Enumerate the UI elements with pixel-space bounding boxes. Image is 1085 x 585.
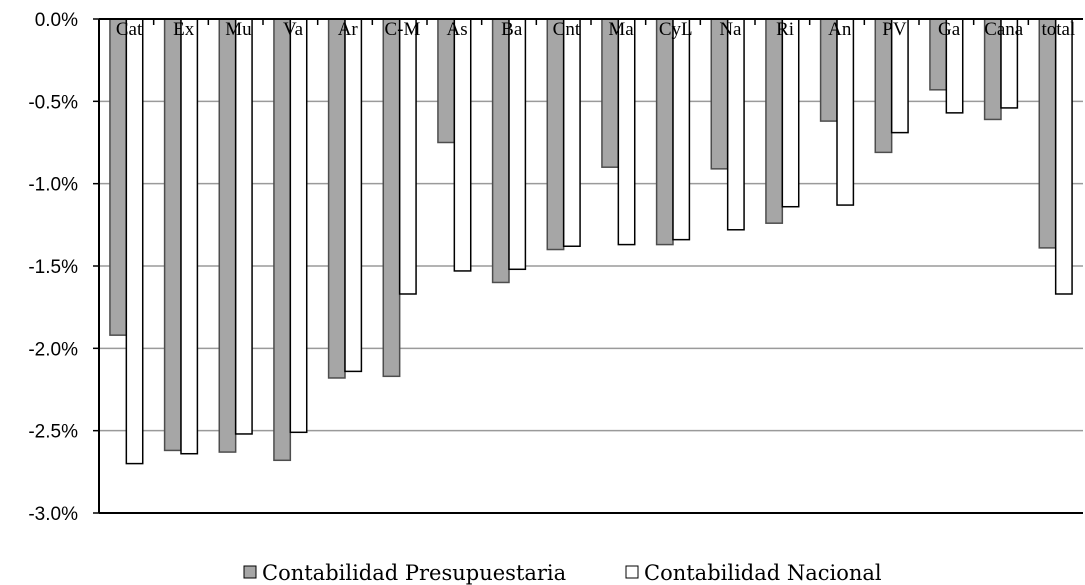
legend-label-nacional: Contabilidad Nacional [644, 561, 882, 585]
bar-nacional [672, 18, 691, 241]
bars [109, 18, 1073, 465]
bar-presupuestaria [273, 18, 292, 462]
y-tick-label: -1.0% [28, 175, 78, 196]
category-label: Ar [338, 19, 359, 40]
category-label: Va [283, 19, 304, 40]
legend-swatch-presupuestaria [243, 565, 257, 579]
category-label: Cat [116, 19, 143, 40]
bar-presupuestaria [546, 18, 565, 251]
axes [93, 18, 1083, 514]
category-label: As [447, 19, 468, 40]
bar-presupuestaria [218, 18, 237, 453]
category-label: C-M [384, 19, 420, 40]
y-tick-label: 0.0% [35, 10, 78, 31]
bar-presupuestaria [163, 18, 182, 452]
legend-swatch-nacional [625, 565, 639, 579]
legend: Contabilidad Presupuestaria Contabilidad… [243, 561, 882, 585]
bar-nacional [562, 18, 581, 247]
y-tick-label: -2.0% [28, 339, 78, 360]
category-label: PV [882, 19, 907, 40]
bar-nacional [1054, 18, 1073, 295]
bar-nacional [234, 18, 253, 435]
bar-nacional [836, 18, 855, 206]
y-tick-label: -0.5% [28, 92, 78, 113]
bar-nacional [180, 18, 199, 455]
y-tick-labels: 0.0% -0.5% -1.0% -1.5% -2.0% -2.5% -3.0% [28, 10, 78, 525]
bar-presupuestaria [1038, 18, 1057, 249]
bar-nacional [289, 18, 308, 434]
bar-nacional [781, 18, 800, 208]
category-label: An [828, 19, 852, 40]
category-label: Mu [225, 19, 252, 40]
bar-nacional [617, 18, 636, 246]
category-label: Ba [501, 19, 523, 40]
bar-presupuestaria [710, 18, 729, 170]
category-label: Cana [984, 19, 1024, 40]
category-label: Ga [938, 19, 961, 40]
category-label: Ri [776, 19, 794, 40]
category-label: Na [719, 19, 742, 40]
category-labels: Cat Ex Mu Va Ar C-M As Ba Cnt Ma CyL Na Ri An PV Ga Cana… [116, 19, 1075, 40]
legend-item-nacional: Contabilidad Nacional [625, 561, 882, 585]
category-label: Cnt [553, 19, 581, 40]
bar-presupuestaria [109, 18, 128, 336]
legend-item-presupuestaria: Contabilidad Presupuestaria [243, 561, 566, 585]
bar-nacional [453, 18, 472, 272]
bar-presupuestaria [655, 18, 674, 246]
y-tick-label: -2.5% [28, 422, 78, 443]
legend-label-presupuestaria: Contabilidad Presupuestaria [262, 561, 566, 585]
y-tick-label: -3.0% [28, 504, 78, 525]
bar-presupuestaria [601, 18, 620, 168]
bar-nacional [398, 18, 417, 295]
bar-nacional [508, 18, 527, 271]
y-tick-label: -1.5% [28, 257, 78, 278]
bar-presupuestaria [765, 18, 784, 224]
bar-presupuestaria [491, 18, 510, 284]
bar-nacional [344, 18, 363, 373]
category-label: Ex [173, 19, 195, 40]
category-label: total [1042, 19, 1076, 40]
bar-presupuestaria [382, 18, 401, 378]
bar-nacional [726, 18, 745, 231]
gridlines [99, 100, 1083, 432]
category-label: CyL [659, 19, 693, 40]
bar-nacional [125, 18, 144, 465]
category-label: Ma [608, 19, 634, 40]
bar-presupuestaria [327, 18, 346, 379]
